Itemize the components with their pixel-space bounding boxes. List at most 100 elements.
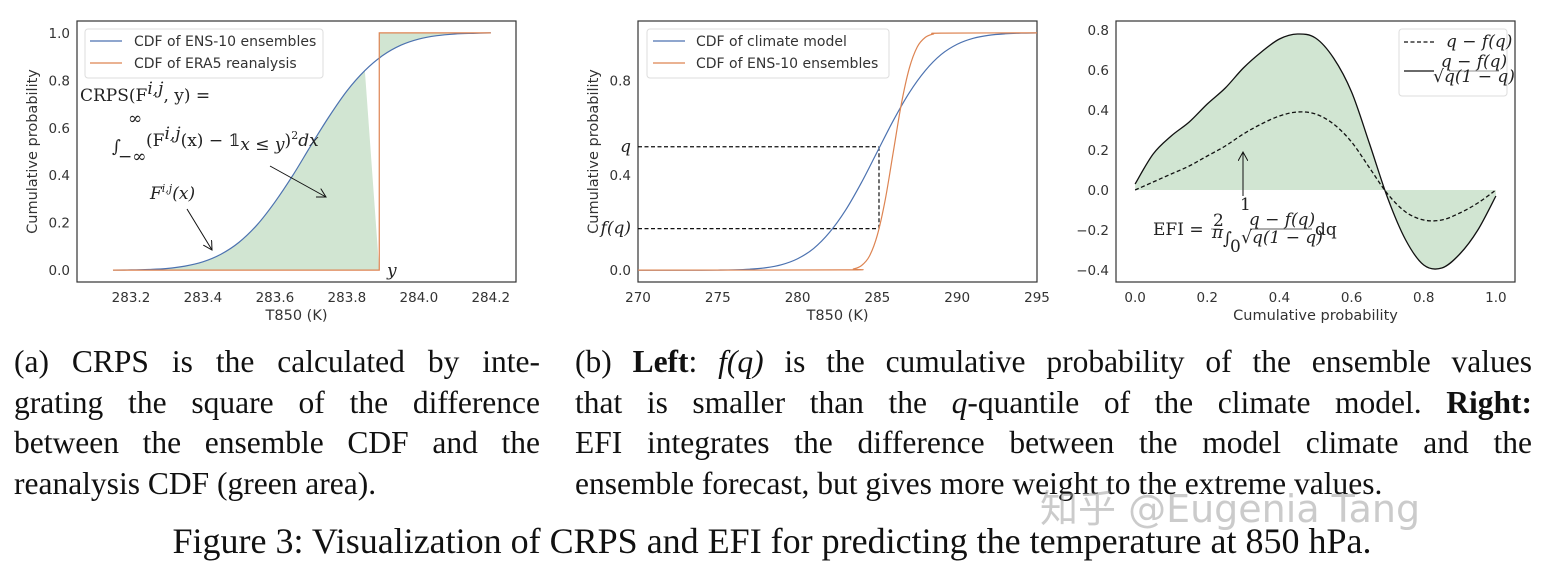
caption-line: (a) CRPS is the calculated by inte- bbox=[14, 344, 540, 379]
series-line-1 bbox=[1134, 111, 1497, 222]
legend-label: CDF of ENS-10 ensembles bbox=[134, 34, 316, 50]
series-line-2 bbox=[112, 32, 491, 271]
efi-area bbox=[1135, 33, 1496, 270]
integral-upper: ∞ bbox=[128, 109, 142, 129]
y-observation-label: y bbox=[386, 261, 397, 281]
x-tick-label: 283.4 bbox=[184, 290, 223, 306]
integral-upper: 1 bbox=[1240, 195, 1251, 215]
efi-coef-den: π bbox=[1211, 223, 1224, 243]
x-tick-label: 283.8 bbox=[328, 290, 367, 306]
y-tick-label: q bbox=[620, 137, 631, 157]
y-tick-label: 0.8 bbox=[610, 73, 631, 89]
legend-box bbox=[84, 28, 324, 79]
series-line-1 bbox=[112, 32, 491, 271]
x-axis-label: T850 (K) bbox=[265, 308, 328, 324]
y-tick-label: 0.0 bbox=[610, 263, 631, 279]
legend-label-numerator: q − f(q) bbox=[1441, 52, 1507, 72]
y-tick-label: 1.0 bbox=[49, 26, 70, 42]
efi-formula: EFI = 2 π ∫ 1 0 q − f(q) √q(1 − q) dq bbox=[1153, 152, 1337, 257]
x-tick-label: 0.0 bbox=[1124, 290, 1145, 306]
crps-area-left bbox=[112, 70, 380, 271]
efi-dq: dq bbox=[1315, 220, 1337, 240]
axes-frame bbox=[637, 20, 1038, 283]
y-tick-label: f(q) bbox=[599, 219, 631, 239]
axes-frame bbox=[76, 20, 517, 283]
legend-cdf: CDF of climate model CDF of ENS-10 ensem… bbox=[646, 28, 890, 79]
y-tick-label: 0.6 bbox=[49, 121, 70, 137]
legend-efi: q − f(q) q − f(q) √q(1 − q) bbox=[1398, 28, 1515, 97]
x-axis-label: Cumulative probability bbox=[1233, 308, 1398, 324]
y-axis-label: Cumulative probability bbox=[586, 69, 602, 234]
y-tick-label: 0.8 bbox=[1088, 23, 1109, 39]
x-tick-label: 280 bbox=[785, 290, 811, 306]
crps-area-right bbox=[379, 32, 491, 62]
caption-b: (b) Left: f(q) is the cumulative probabi… bbox=[575, 342, 1532, 504]
x-tick-label: 0.4 bbox=[1269, 290, 1290, 306]
efi-frac-num: q − f(q) bbox=[1249, 210, 1315, 230]
caption-line: EFI integrates the difference between th… bbox=[575, 425, 1532, 460]
x-tick-label: 283.2 bbox=[112, 290, 151, 306]
integral-lower: 0 bbox=[1230, 237, 1241, 257]
legend-label-denominator: √q(1 − q) bbox=[1433, 67, 1515, 87]
watermark: 知乎 @Eugenia Tang bbox=[1040, 487, 1421, 531]
legend-box bbox=[1398, 28, 1508, 97]
caption-line: between the ensemble CDF and the bbox=[14, 425, 540, 460]
x-tick-label: 0.8 bbox=[1413, 290, 1434, 306]
caption-line: that is smaller than the q-quantile of t… bbox=[575, 384, 1532, 420]
legend-label: CDF of ERA5 reanalysis bbox=[134, 56, 297, 72]
caption-line: reanalysis CDF (green area). bbox=[14, 465, 377, 501]
legend-label: CDF of climate model bbox=[696, 34, 847, 50]
caption-line: (b) Left: f(q) is the cumulative probabi… bbox=[575, 344, 1532, 379]
y-axis-label: Cumulative probability bbox=[25, 69, 41, 234]
legend-crps: CDF of ENS-10 ensembles CDF of ERA5 rean… bbox=[84, 28, 324, 79]
legend-label: CDF of ENS-10 ensembles bbox=[696, 56, 878, 72]
y-tick-label: 0.8 bbox=[49, 73, 70, 89]
efi-coef-num: 2 bbox=[1213, 211, 1224, 231]
crps-formula: CRPS(Fi,j, y) = ∫ ∞ −∞ (Fi,j(x) − 𝟙x ≤ y… bbox=[80, 79, 397, 281]
x-tick-label: 284.2 bbox=[471, 290, 510, 306]
efi-lhs: EFI = bbox=[1153, 220, 1204, 240]
fx-label: Fi,j(x) bbox=[149, 182, 195, 204]
x-tick-label: 0.2 bbox=[1197, 290, 1218, 306]
caption-line: grating the square of the difference bbox=[14, 384, 540, 420]
caption-a: (a) CRPS is the calculated by inte- grat… bbox=[14, 342, 540, 504]
x-tick-label: 290 bbox=[944, 290, 970, 306]
integral-sign: ∫ bbox=[1223, 229, 1232, 249]
x-tick-label: 0.6 bbox=[1341, 290, 1362, 306]
x-tick-label: 275 bbox=[705, 290, 731, 306]
x-axis-label: T850 (K) bbox=[806, 308, 869, 324]
y-tick-label: 0.4 bbox=[1088, 103, 1109, 119]
y-tick-label: 0.4 bbox=[610, 168, 631, 184]
cdf-comparison-chart: 270 275 280 285 290 295 0.0 f(q) 0.4 q 0.8 T850 (K)… bbox=[586, 20, 1050, 324]
x-tick-label: 270 bbox=[625, 290, 651, 306]
figure-caption: Figure 3: Visualization of CRPS and EFI … bbox=[172, 521, 1372, 561]
x-tick-label: 283.6 bbox=[256, 290, 295, 306]
integral-lower: −∞ bbox=[118, 147, 146, 167]
x-tick-label: 1.0 bbox=[1485, 290, 1506, 306]
x-tick-label: 295 bbox=[1024, 290, 1050, 306]
y-tick-label: 0.0 bbox=[1088, 183, 1109, 199]
formula-text: CRPS(Fi,j, y) = bbox=[80, 79, 210, 106]
y-tick-label: 0.0 bbox=[49, 263, 70, 279]
y-tick-label: 0.2 bbox=[49, 216, 70, 232]
efi-frac-den: √q(1 − q) bbox=[1241, 228, 1323, 248]
legend-box bbox=[646, 28, 890, 79]
legend-label: q − f(q) bbox=[1446, 32, 1512, 52]
y-tick-label: −0.2 bbox=[1076, 223, 1109, 239]
series-line-2 bbox=[1134, 33, 1497, 270]
crps-chart: 283.2 283.4 283.6 283.8 284.0 284.2 0.0 0.2 0.4 0… bbox=[25, 20, 517, 324]
arrow-icon bbox=[269, 165, 326, 197]
integrand: (Fi,j(x) − 𝟙x ≤ y)2dx bbox=[146, 124, 319, 155]
arrow-icon bbox=[186, 208, 212, 250]
x-tick-label: 285 bbox=[865, 290, 891, 306]
caption-line: ensemble forecast, but gives more weight… bbox=[575, 465, 1383, 501]
y-tick-label: −0.4 bbox=[1076, 263, 1109, 279]
figure-panels: 283.2 283.4 283.6 283.8 284.0 284.20.00.20.40… bbox=[25, 20, 1516, 324]
x-tick-label: 284.0 bbox=[400, 290, 439, 306]
efi-chart: 0.0 0.2 0.4 0.6 0.8 1.0 −0.4 −0.2 0.0 0.2 0.4 0.6 0.… bbox=[1076, 20, 1516, 324]
y-tick-label: 0.6 bbox=[1088, 63, 1109, 79]
axes-frame bbox=[1115, 20, 1516, 283]
y-tick-label: 0.2 bbox=[1088, 143, 1109, 159]
series-line-2 bbox=[637, 32, 1038, 271]
integral-sign: ∫ bbox=[112, 137, 121, 157]
